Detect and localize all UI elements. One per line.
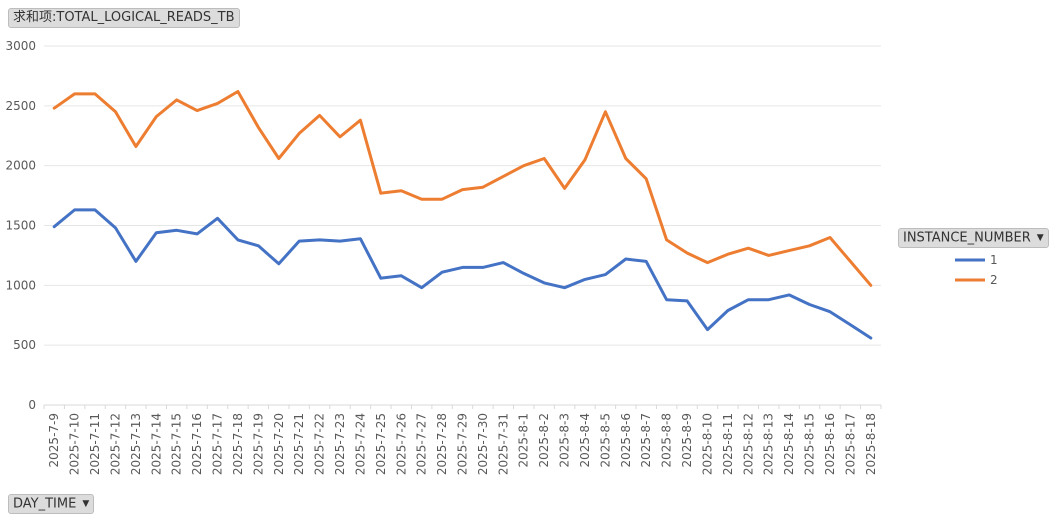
x-tick-label: 2025-7-29 xyxy=(456,413,470,475)
x-tick-label: 2025-7-19 xyxy=(251,413,265,475)
x-tick-label: 2025-7-24 xyxy=(353,413,367,475)
x-tick-label: 2025-8-9 xyxy=(680,413,694,467)
x-tick-label: 2025-7-14 xyxy=(149,413,163,475)
value-field-label: 求和项:TOTAL_LOGICAL_READS_TB xyxy=(13,10,235,25)
x-tick-label: 2025-7-23 xyxy=(333,413,347,475)
value-field-button[interactable]: 求和项:TOTAL_LOGICAL_READS_TB xyxy=(8,8,240,28)
y-tick-label: 500 xyxy=(13,338,36,352)
x-tick-label: 2025-7-26 xyxy=(394,413,408,475)
series-2-line xyxy=(52,90,873,287)
dropdown-arrow-icon[interactable]: ▼ xyxy=(1036,233,1044,243)
x-tick-label: 2025-7-20 xyxy=(272,413,286,475)
series-1-line xyxy=(52,208,873,340)
y-tick-label: 1000 xyxy=(5,278,36,292)
x-tick-label: 2025-8-6 xyxy=(619,413,633,467)
x-tick-label: 2025-8-7 xyxy=(639,413,653,467)
legend-field-label: INSTANCE_NUMBER xyxy=(903,230,1031,246)
x-tick-label: 2025-7-22 xyxy=(313,413,327,475)
x-tick-label: 2025-8-17 xyxy=(843,413,857,475)
x-tick-label: 2025-7-16 xyxy=(190,413,204,475)
x-tick-label: 2025-7-25 xyxy=(374,413,388,475)
x-tick-label: 2025-8-2 xyxy=(537,413,551,467)
legend-field-button[interactable]: INSTANCE_NUMBER ▼ xyxy=(898,228,1049,248)
x-tick-label: 2025-8-18 xyxy=(864,413,878,475)
x-tick-label: 2025-8-16 xyxy=(823,413,837,475)
x-tick-label: 2025-7-28 xyxy=(435,413,449,475)
x-tick-label: 2025-8-10 xyxy=(700,413,714,475)
x-tick-label: 2025-7-18 xyxy=(231,413,245,475)
y-tick-label: 1500 xyxy=(5,219,36,233)
x-tick-label: 2025-7-30 xyxy=(476,413,490,475)
x-tick-label: 2025-8-5 xyxy=(598,413,612,467)
x-tick-label: 2025-8-13 xyxy=(762,413,776,475)
y-tick-label: 3000 xyxy=(5,39,36,53)
x-tick-label: 2025-8-12 xyxy=(741,413,755,475)
y-tick-label: 0 xyxy=(28,398,36,412)
x-tick-label: 2025-7-17 xyxy=(211,413,225,475)
axis-field-button[interactable]: DAY_TIME ▼ xyxy=(8,494,95,514)
x-tick-label: 2025-8-14 xyxy=(782,413,796,475)
axis-field-label: DAY_TIME xyxy=(13,496,77,512)
x-tick-label: 2025-8-11 xyxy=(721,413,735,475)
x-tick-label: 2025-7-21 xyxy=(292,413,306,475)
x-tick-label: 2025-7-10 xyxy=(68,413,82,475)
x-tick-label: 2025-8-1 xyxy=(517,413,531,467)
x-tick-label: 2025-8-8 xyxy=(660,413,674,467)
x-tick-label: 2025-7-11 xyxy=(88,413,102,475)
x-tick-label: 2025-8-15 xyxy=(803,413,817,475)
x-tick-label: 2025-8-3 xyxy=(558,413,572,467)
x-tick-label: 2025-7-27 xyxy=(415,413,429,475)
x-tick-label: 2025-7-15 xyxy=(170,413,184,475)
x-tick-label: 2025-8-4 xyxy=(578,413,592,467)
y-tick-label: 2000 xyxy=(5,159,36,173)
y-tick-label: 2500 xyxy=(5,99,36,113)
x-tick-label: 2025-7-12 xyxy=(108,413,122,475)
legend-label-series-2: 2 xyxy=(990,273,998,287)
legend-label-series-1: 1 xyxy=(990,253,998,267)
x-tick-label: 2025-7-31 xyxy=(496,413,510,475)
dropdown-arrow-icon[interactable]: ▼ xyxy=(82,499,90,509)
x-tick-label: 2025-7-13 xyxy=(129,413,143,475)
x-tick-label: 2025-7-9 xyxy=(47,413,61,467)
